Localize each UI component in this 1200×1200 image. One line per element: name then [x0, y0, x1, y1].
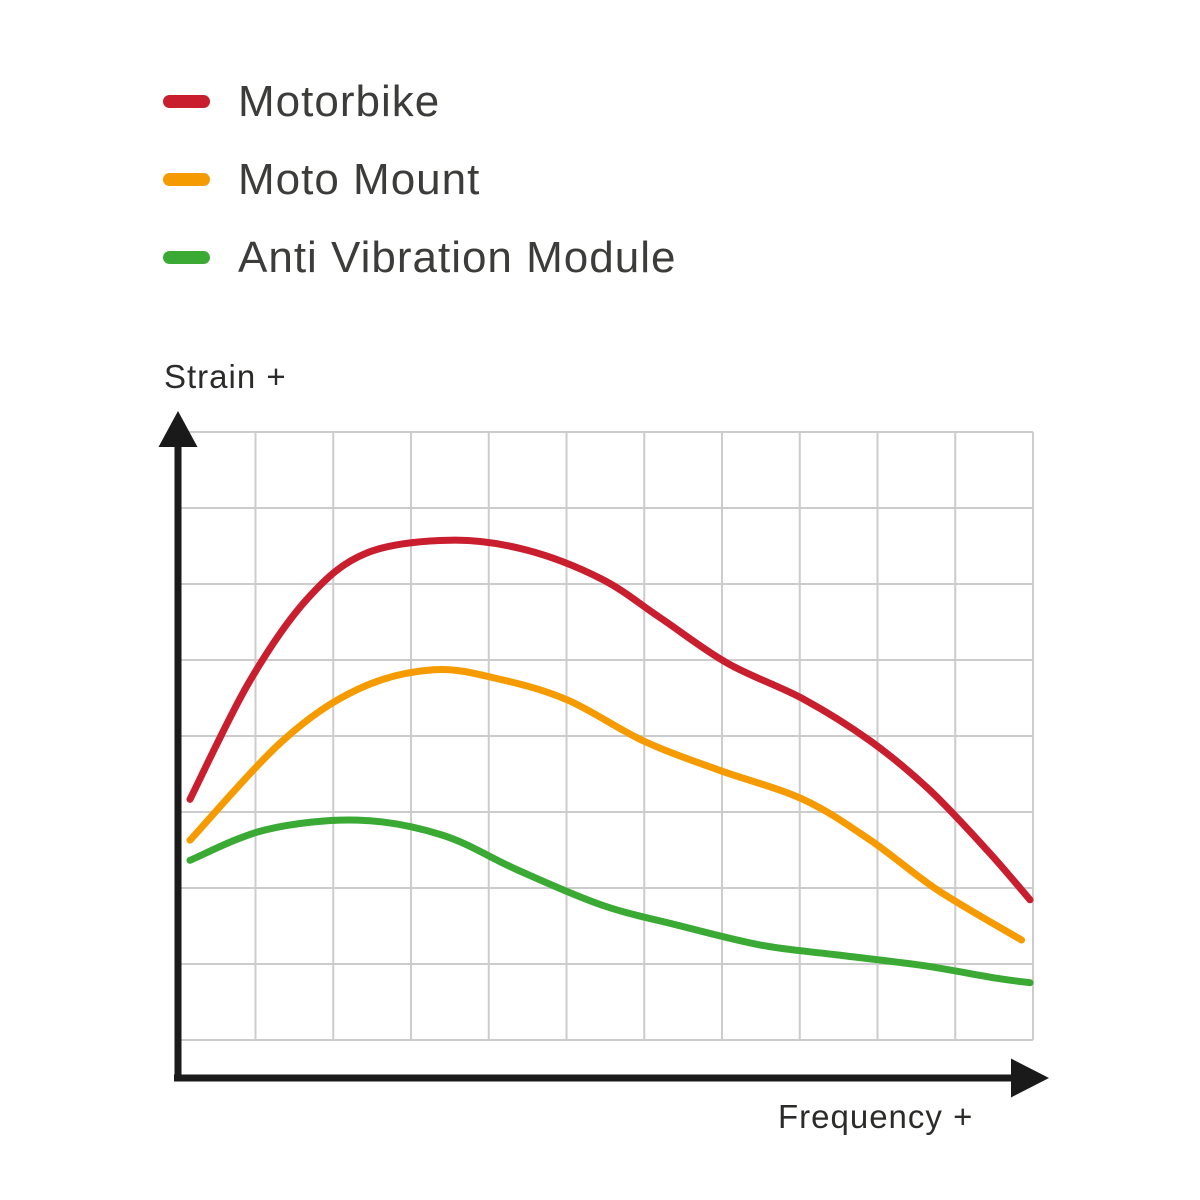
series-line-moto-mount	[186, 666, 1026, 944]
series-line-motorbike	[186, 536, 1034, 904]
legend-swatch-moto-mount-icon	[163, 173, 210, 186]
x-axis-arrow-icon	[1011, 1058, 1049, 1098]
legend-item-moto-mount: Moto Mount	[163, 154, 676, 205]
legend-label-moto-mount: Moto Mount	[238, 154, 481, 204]
legend-label-motorbike: Motorbike	[238, 76, 441, 126]
legend-item-motorbike: Motorbike	[163, 76, 676, 127]
y-axis-arrow-icon	[158, 411, 198, 447]
legend-swatch-motorbike-icon	[163, 95, 210, 108]
legend-swatch-anti-vibration-module-icon	[163, 251, 210, 264]
series-line-anti-vibration-module	[186, 816, 1034, 987]
legend-item-anti-vibration-module: Anti Vibration Module	[163, 232, 676, 283]
x-axis-label: Frequency +	[778, 1098, 974, 1135]
y-axis-label: Strain +	[164, 358, 287, 395]
legend: Motorbike Moto Mount Anti Vibration Modu…	[163, 76, 676, 283]
legend-label-anti-vibration-module: Anti Vibration Module	[238, 232, 677, 282]
